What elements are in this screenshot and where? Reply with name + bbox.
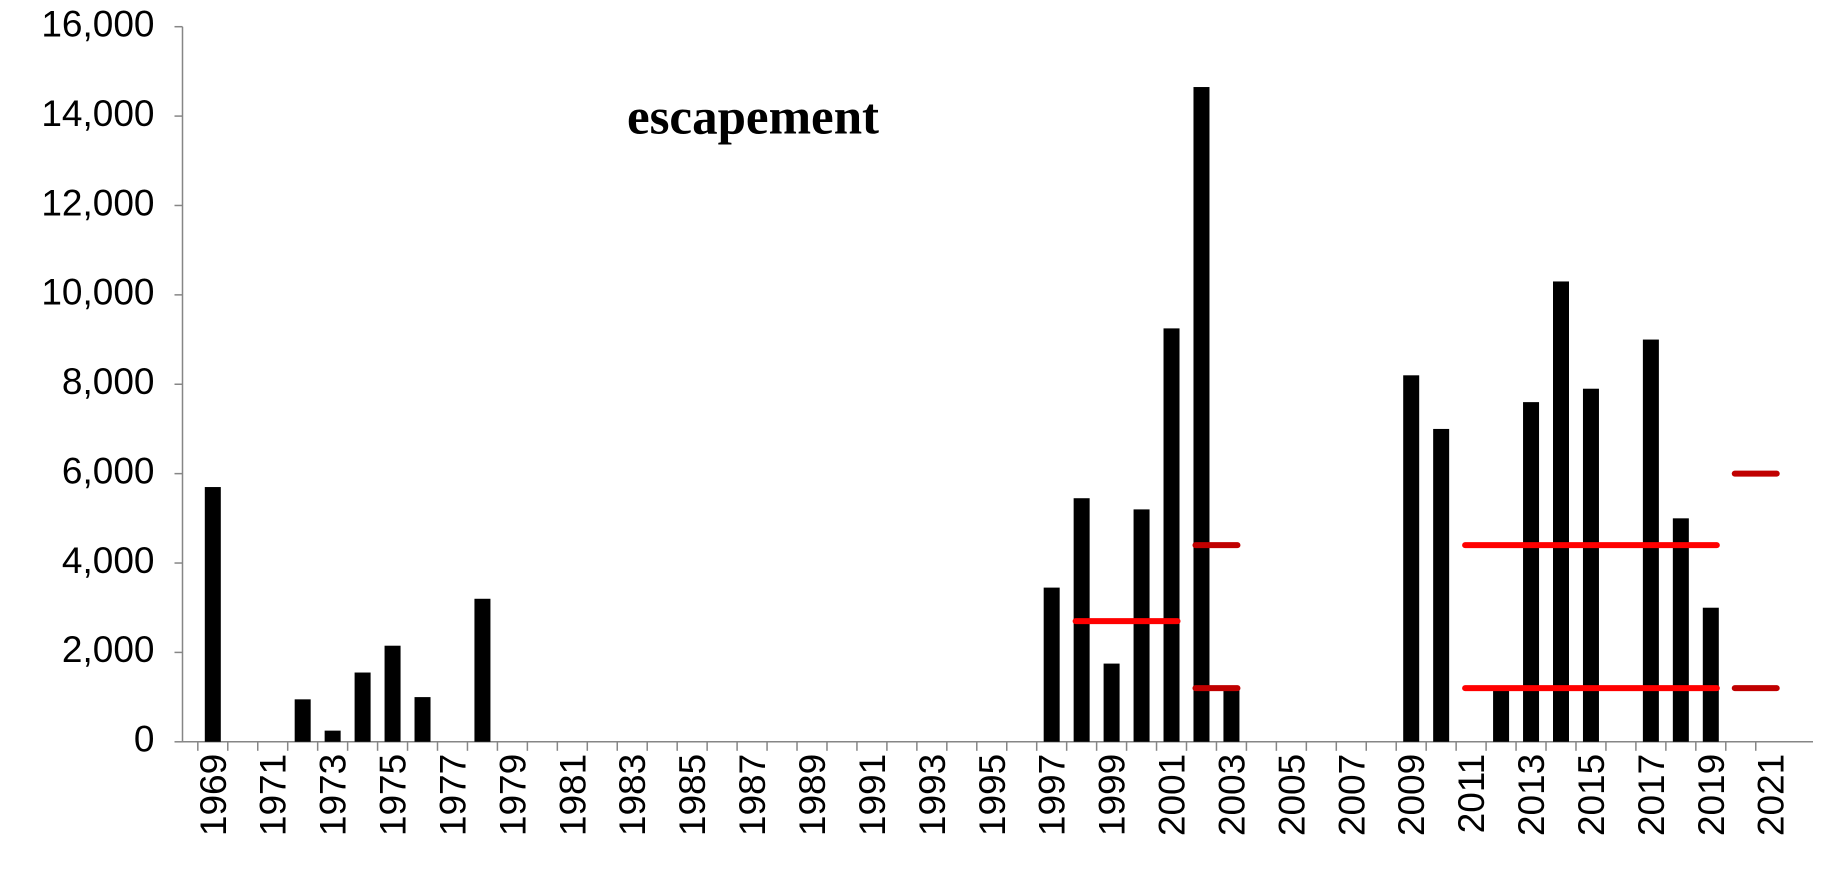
x-tick-label: 1969 bbox=[193, 754, 234, 836]
x-tick-label: 1999 bbox=[1092, 754, 1133, 836]
x-tick-label: 2017 bbox=[1631, 754, 1672, 836]
annotation: escapement bbox=[627, 90, 879, 146]
bar bbox=[1642, 339, 1659, 742]
y-tick-label: 2,000 bbox=[62, 629, 155, 670]
y-tick-label: 10,000 bbox=[41, 272, 154, 313]
bar bbox=[294, 699, 311, 742]
bar bbox=[1223, 685, 1240, 742]
x-tick-label: 1987 bbox=[732, 754, 773, 836]
y-tick-label: 8,000 bbox=[62, 361, 155, 402]
bar bbox=[1043, 587, 1060, 742]
x-tick-label: 1983 bbox=[612, 754, 653, 836]
y-tick-label: 0 bbox=[134, 719, 155, 760]
bar bbox=[1523, 402, 1540, 742]
bar bbox=[1163, 328, 1180, 742]
x-tick-label: 2005 bbox=[1271, 754, 1312, 836]
x-tick-label: 2015 bbox=[1571, 754, 1612, 836]
y-tick-label: 16,000 bbox=[41, 3, 154, 44]
bar bbox=[324, 730, 341, 742]
bar bbox=[354, 672, 371, 742]
bar bbox=[414, 697, 431, 742]
x-tick-label: 2007 bbox=[1331, 754, 1372, 836]
x-tick-label: 2019 bbox=[1691, 754, 1732, 836]
y-tick-label: 6,000 bbox=[62, 450, 155, 491]
x-tick-label: 2009 bbox=[1391, 754, 1432, 836]
bar bbox=[1103, 663, 1120, 742]
bar bbox=[384, 645, 401, 742]
bar bbox=[1493, 688, 1510, 742]
y-tick-label: 12,000 bbox=[41, 182, 154, 223]
x-tick-label: 1977 bbox=[432, 754, 473, 836]
bar bbox=[474, 598, 491, 742]
x-tick-label: 1973 bbox=[313, 754, 354, 836]
x-tick-label: 1981 bbox=[552, 754, 593, 836]
bar bbox=[1582, 388, 1599, 742]
x-tick-label: 2003 bbox=[1211, 754, 1252, 836]
bar bbox=[1133, 509, 1150, 742]
x-tick-label: 1991 bbox=[852, 754, 893, 836]
bar bbox=[1553, 281, 1569, 742]
x-tick-label: 2013 bbox=[1511, 754, 1552, 836]
x-tick-label: 1997 bbox=[1032, 754, 1073, 836]
bar bbox=[1702, 607, 1719, 742]
bar bbox=[204, 487, 221, 742]
bar bbox=[1403, 375, 1420, 742]
x-tick-label: 1995 bbox=[972, 754, 1013, 836]
y-tick-label: 4,000 bbox=[62, 540, 155, 581]
y-tick-label: 14,000 bbox=[41, 93, 154, 134]
x-tick-label: 1971 bbox=[253, 754, 294, 836]
bar bbox=[1672, 518, 1689, 742]
x-tick-label: 1989 bbox=[792, 754, 833, 836]
x-tick-label: 2011 bbox=[1451, 754, 1492, 834]
x-tick-label: 1975 bbox=[373, 754, 414, 836]
bar bbox=[1433, 428, 1450, 742]
x-tick-label: 2001 bbox=[1152, 754, 1193, 836]
x-tick-label: 2021 bbox=[1751, 754, 1792, 836]
bar bbox=[1193, 87, 1210, 742]
x-tick-label: 1993 bbox=[912, 754, 953, 836]
x-tick-label: 1979 bbox=[492, 754, 533, 836]
x-tick-label: 1985 bbox=[672, 754, 713, 836]
